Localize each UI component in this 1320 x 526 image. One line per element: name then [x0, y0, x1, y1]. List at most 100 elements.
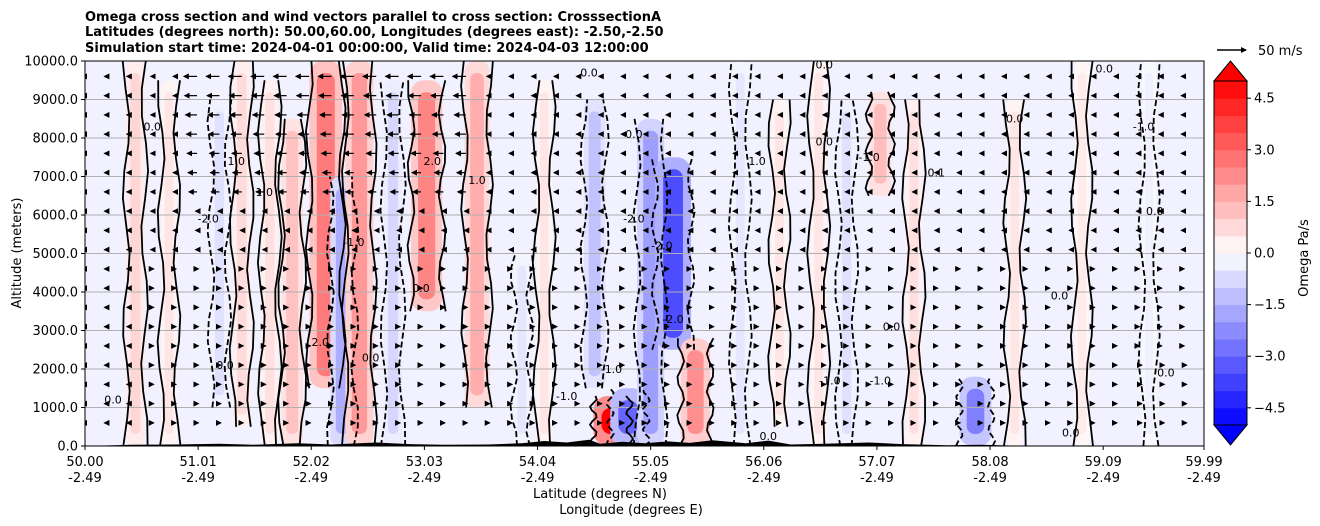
contour-label: 0.0	[143, 120, 161, 133]
contour-label: 0.0	[412, 282, 430, 295]
omega-band-core	[966, 388, 985, 434]
contour-line	[223, 99, 233, 408]
contour-line	[1069, 61, 1079, 446]
contour-label: 0.1	[928, 167, 946, 180]
x-tick-label-lon: -2.49	[408, 471, 442, 486]
x-tick-label-lon: -2.49	[294, 471, 328, 486]
y-tick-label: 10000.0	[24, 55, 78, 70]
colorbar-label: Omega Pa/s	[1297, 219, 1312, 297]
colorbar-segment	[1214, 321, 1247, 340]
y-tick-label: 9000.0	[33, 93, 79, 108]
contour-label: 1.0	[468, 174, 486, 187]
y-tick-label: 6000.0	[33, 209, 79, 224]
contour-label: 0.0	[1157, 367, 1175, 380]
colorbar-tick-label: −1.5	[1254, 298, 1286, 313]
plot-area: 0.0 0.0 1.0 -2.0 1.0 0.0 2.0 -1.0 0.0 2.0 1.0 0.0 -1…	[84, 60, 1205, 447]
omega-feature	[838, 99, 856, 446]
omega-band-core	[842, 111, 852, 434]
contour-line	[659, 118, 669, 446]
chart-title: Omega cross section and wind vectors par…	[85, 10, 664, 56]
contour-line	[783, 99, 792, 427]
colorbar-segment	[1214, 167, 1247, 185]
x-tick-label-lat: 53.03	[406, 455, 443, 470]
y-tick-label: 4000.0	[33, 286, 79, 301]
contour-line	[601, 99, 610, 389]
contour-line	[588, 395, 598, 446]
colorbar-segment	[1214, 184, 1247, 202]
contour-line	[579, 99, 589, 389]
colorbar: 4.5 3.0 1.5 0.0 −1.5 −3.0 −4.5	[1212, 60, 1286, 446]
contour-line	[340, 61, 350, 446]
colorbar-segment	[1214, 407, 1247, 426]
y-tick-label: 8000.0	[33, 132, 79, 147]
omega-band-core	[874, 103, 887, 184]
omega-feature	[261, 80, 279, 446]
contour-line	[397, 80, 407, 446]
wind-vectors	[85, 73, 1188, 426]
x-axis: 50.00-2.4951.01-2.4952.02-2.4953.03-2.49…	[66, 446, 1223, 486]
contour-line	[986, 376, 997, 446]
contour-line	[525, 253, 535, 446]
contour-label: 0.0	[625, 128, 643, 141]
contour-label: -1.0	[556, 390, 577, 403]
x-tick-label-lat: 58.08	[971, 455, 1008, 470]
colorbar-segment	[1214, 304, 1247, 323]
contour-label: 2.0	[311, 336, 329, 349]
contour-label: 0.0	[883, 321, 901, 334]
omega-feature	[680, 338, 711, 446]
contour-line	[917, 99, 927, 446]
x-tick-label-lon: -2.49	[68, 471, 102, 486]
contour-label: -1.0	[870, 374, 891, 387]
contour-label: 2.0	[423, 155, 441, 168]
contour-labels: 0.0 0.0 1.0 -2.0 1.0 0.0 2.0 -1.0 0.0 2.0 1.0 0.0 -1…	[104, 61, 1175, 443]
contour-line	[632, 118, 642, 446]
y-tick-label: 3000.0	[33, 324, 79, 339]
contour-label: 0.0	[1146, 205, 1164, 218]
contour-line	[485, 61, 494, 408]
x-tick-label-lon: -2.49	[1086, 471, 1120, 486]
contour-line	[156, 80, 166, 446]
title-line-2: Latitudes (degrees north): 50.00,60.00, …	[85, 25, 664, 40]
colorbar-segment	[1214, 373, 1247, 392]
title-line-3: Simulation start time: 2024-04-01 00:00:…	[85, 41, 649, 56]
omega-feature	[771, 99, 788, 427]
y-tick-label: 1000.0	[33, 401, 79, 416]
contour-label: 0.0	[362, 351, 380, 364]
x-tick-label-lat: 55.05	[632, 455, 669, 470]
x-tick-label-lat: 59.09	[1085, 455, 1122, 470]
contour-line	[1018, 99, 1028, 446]
omega-band-core	[539, 92, 549, 434]
contour-line	[379, 80, 389, 446]
colorbar-segment	[1214, 81, 1247, 99]
y-tick-label: 7000.0	[33, 170, 79, 185]
contour-line	[298, 118, 308, 446]
grid	[85, 99, 1204, 408]
x-tick-label-lat: 51.01	[180, 455, 217, 470]
contour-label: -1.0	[343, 236, 364, 249]
contour-label: -2.0	[662, 313, 683, 326]
colorbar-segment	[1214, 287, 1247, 306]
contour-line	[806, 61, 815, 446]
omega-band-core	[775, 111, 784, 415]
colorbar-segment	[1214, 253, 1247, 271]
colorbar-tick-label: 1.5	[1254, 195, 1275, 210]
y-axis: 0.0 1000.0 2000.0 3000.0 4000.0 5000.0 6000.0 7…	[24, 55, 85, 455]
contour-label: 0.0	[760, 430, 778, 443]
contour-line	[1085, 61, 1094, 446]
contour-line	[605, 387, 615, 446]
omega-feature	[233, 61, 251, 427]
x-tick-label-lon: -2.49	[973, 471, 1007, 486]
contour-line	[246, 61, 255, 427]
title-line-1: Omega cross section and wind vectors par…	[85, 10, 661, 25]
omega-feature	[281, 118, 304, 446]
omega-band-core	[588, 111, 601, 377]
contour-label: -2.0	[651, 240, 672, 253]
colorbar-segment	[1214, 356, 1247, 374]
x-tick-label-lat: 59.99	[1185, 455, 1222, 470]
omega-band-core	[517, 265, 527, 434]
contour-line	[304, 61, 314, 389]
colorbar-segment	[1214, 149, 1247, 168]
colorbar-tick-label: −3.0	[1254, 350, 1286, 365]
contour-label: 0.0	[216, 359, 234, 372]
contour-line	[1152, 61, 1161, 446]
